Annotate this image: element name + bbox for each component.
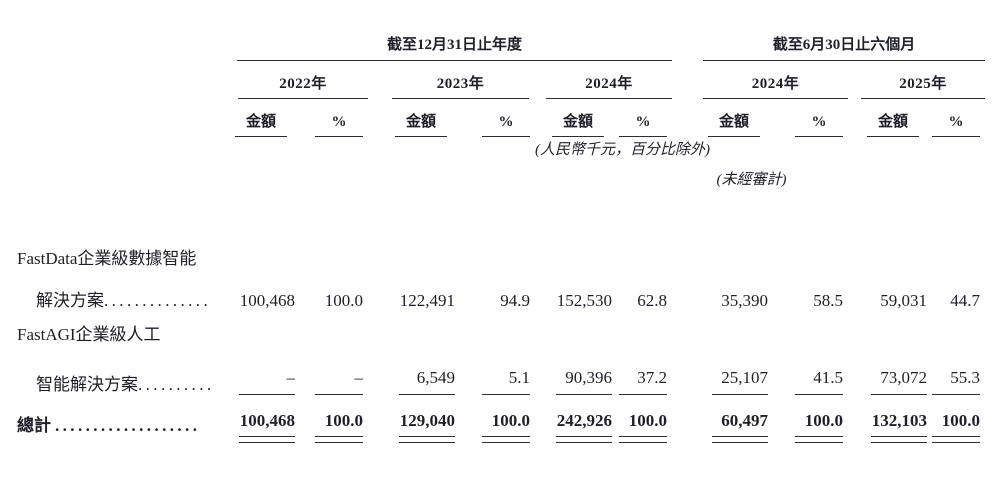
row-label-line1: FastData企業級數據智能	[17, 249, 197, 268]
total-value-cell: 60,497	[700, 395, 773, 471]
total-value-cell: 100,468	[228, 395, 300, 471]
note-units: (人民幣千元，百分比除外)	[535, 142, 710, 158]
value-cell: 122,491	[399, 291, 455, 310]
amount-column-header: 金額	[228, 99, 300, 137]
value-cell: 5.1	[460, 345, 535, 395]
fastdata-label-row: FastData企業級數據智能	[0, 235, 1000, 269]
sum-rule	[556, 394, 612, 395]
fastagi-values-row: 智能解決方案.......... – – 6,549 5.1 90,396 37…	[0, 345, 1000, 395]
value-cell: –	[228, 345, 300, 395]
value-cell: 41.5	[773, 345, 848, 395]
fastagi-label-row: FastAGI企業級人工	[0, 311, 1000, 345]
double-rule	[556, 436, 612, 443]
sum-rule	[239, 394, 295, 395]
double-rule	[871, 436, 928, 443]
percent-column-header: %	[300, 99, 368, 137]
sum-rule	[482, 394, 530, 395]
value-cell: 73,072	[848, 345, 932, 395]
section-header-annual-text: 截至12月31日止年度	[237, 33, 673, 61]
sum-rule	[712, 394, 769, 395]
sum-rule	[871, 394, 928, 395]
sum-rule	[315, 394, 363, 395]
value-cell: 44.7	[950, 291, 981, 310]
label-column-spacer	[0, 26, 228, 61]
amount-column-header: 金額	[368, 99, 460, 137]
spacer-row	[0, 189, 1000, 235]
value-cell: 90,396	[535, 345, 617, 395]
double-rule	[932, 436, 981, 443]
row-label-line2: 智能解決方案..........	[36, 375, 215, 394]
total-value-cell: 100.0	[460, 395, 535, 471]
section-gap	[672, 26, 700, 61]
value-cell: 100.0	[324, 291, 363, 310]
amount-column-header: 金額	[700, 99, 773, 137]
year-header-row: 2022年 2023年 2024年 2024年 2025年	[0, 61, 1000, 99]
revenue-breakdown-table: 截至12月31日止年度 截至6月30日止六個月 2022年 2023年 2024…	[0, 26, 1000, 471]
value-cell: 25,107	[700, 345, 773, 395]
sum-rule	[619, 394, 668, 395]
double-rule	[315, 436, 363, 443]
double-rule	[795, 436, 844, 443]
total-row: 總計................... 100,468 100.0 129,…	[0, 395, 1000, 471]
total-value-cell: 129,040	[368, 395, 460, 471]
section-header-row: 截至12月31日止年度 截至6月30日止六個月	[0, 26, 1000, 61]
leader-dots: ...................	[55, 416, 201, 435]
total-value-cell: 132,103	[848, 395, 932, 471]
note-unaudited: (未經審計)	[716, 172, 787, 188]
value-cell: 59,031	[880, 291, 928, 310]
sum-rule	[932, 394, 981, 395]
value-cell: 58.5	[813, 291, 844, 310]
edge-pad	[985, 26, 1000, 61]
value-cell: 37.2	[617, 345, 672, 395]
amount-column-header: 金額	[848, 99, 932, 137]
year-header-2022: 2022年	[228, 61, 368, 99]
double-rule	[619, 436, 668, 443]
percent-column-header: %	[773, 99, 848, 137]
total-value-cell: 100.0	[932, 395, 985, 471]
percent-column-header: %	[617, 99, 672, 137]
value-cell: 35,390	[721, 291, 769, 310]
leader-dots: ..........	[138, 375, 215, 394]
column-header-row: 金額 % 金額 % 金額 % 金額 % 金額 %	[0, 99, 1000, 137]
amount-column-header: 金額	[535, 99, 617, 137]
fastdata-values-row: 解決方案.............. 100,468 100.0 122,491…	[0, 269, 1000, 311]
value-cell: 55.3	[932, 345, 985, 395]
double-rule	[399, 436, 455, 443]
value-cell: 152,530	[556, 291, 612, 310]
percent-column-header: %	[932, 99, 985, 137]
total-value-cell: 100.0	[773, 395, 848, 471]
percent-column-header: %	[460, 99, 535, 137]
unaudited-note-row: (未經審計)	[0, 159, 1000, 189]
section-header-annual: 截至12月31日止年度	[228, 26, 673, 61]
section-header-interim: 截至6月30日止六個月	[700, 26, 986, 61]
sum-rule	[795, 394, 844, 395]
value-cell: 62.8	[637, 291, 668, 310]
double-rule	[239, 436, 295, 443]
year-header-2024: 2024年	[535, 61, 673, 99]
value-cell: –	[300, 345, 368, 395]
units-note-row: (人民幣千元，百分比除外)	[0, 137, 1000, 159]
year-header-2023: 2023年	[368, 61, 535, 99]
year-header-2025-interim: 2025年	[848, 61, 986, 99]
value-cell: 94.9	[500, 291, 530, 310]
total-value-cell: 100.0	[300, 395, 368, 471]
sum-rule	[399, 394, 455, 395]
total-label: 總計...................	[17, 416, 201, 435]
total-value-cell: 242,926	[535, 395, 617, 471]
total-value-cell: 100.0	[617, 395, 672, 471]
double-rule	[712, 436, 769, 443]
double-rule	[482, 436, 530, 443]
section-header-interim-text: 截至6月30日止六個月	[703, 33, 986, 61]
row-label-line2: 解決方案..............	[36, 291, 212, 310]
year-header-2024-interim: 2024年	[700, 61, 849, 99]
value-cell: 100,468	[239, 291, 295, 310]
leader-dots: ..............	[104, 291, 212, 310]
value-cell: 6,549	[368, 345, 460, 395]
row-label-line1: FastAGI企業級人工	[17, 325, 161, 344]
